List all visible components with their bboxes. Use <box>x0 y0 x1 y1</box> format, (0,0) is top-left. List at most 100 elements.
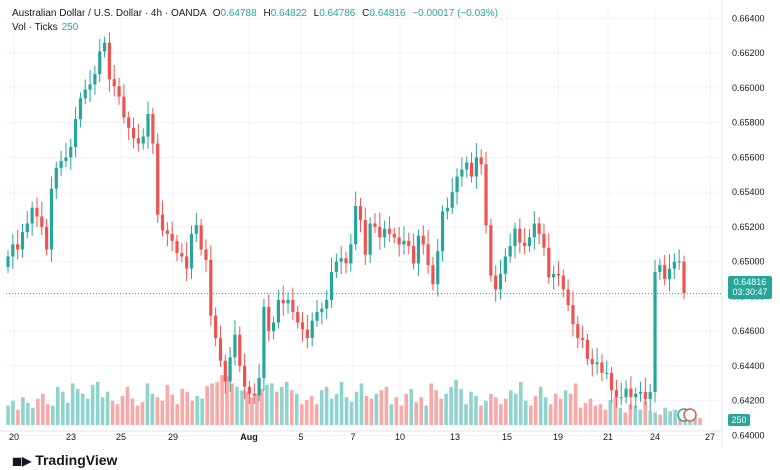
volume-bar <box>31 407 35 425</box>
candle-up <box>634 393 638 398</box>
candle-down <box>571 305 575 325</box>
volume-tag: 250 <box>728 414 750 426</box>
volume-bar <box>523 400 528 425</box>
candle-down <box>585 339 590 359</box>
volume-bar <box>484 400 488 425</box>
x-tick-label: 5 <box>298 432 303 442</box>
x-tick-label: 25 <box>116 432 126 442</box>
volume-bar <box>100 397 105 425</box>
volume-bar <box>583 402 588 425</box>
volume-bar <box>603 409 608 425</box>
candle-up <box>141 136 145 144</box>
volume-bar <box>454 379 458 425</box>
volume-bar <box>334 393 339 425</box>
candle-up <box>619 397 623 399</box>
volume-bar <box>638 409 643 425</box>
candle-down <box>160 214 165 231</box>
candle-up <box>88 84 92 90</box>
volume-bar <box>633 405 638 425</box>
candle-down <box>561 275 565 290</box>
candle-up <box>320 308 324 313</box>
volume-bar <box>16 409 20 425</box>
candle-up <box>513 228 517 247</box>
volume-bar <box>693 416 697 425</box>
volume-bar <box>509 390 513 425</box>
candle-up <box>527 237 532 247</box>
volume-bar <box>663 407 667 425</box>
candle-up <box>189 233 194 269</box>
volume-bar <box>21 397 25 425</box>
chart-grid <box>6 8 722 436</box>
high-value: 0.64822 <box>270 8 307 19</box>
volume-bar <box>409 388 414 425</box>
candle-down <box>112 79 116 87</box>
price-axis[interactable]: 0.66400 0.66200 0.66000 0.65800 0.65600 0.654… <box>721 0 765 447</box>
y-tick-label: 0.66000 <box>732 83 765 93</box>
tradingview-logo[interactable]: ◼▶ TradingView <box>12 452 117 468</box>
event-marker-icon[interactable] <box>683 408 697 422</box>
volume-bar <box>613 397 618 425</box>
volume-bar <box>265 384 269 425</box>
candle-down <box>358 206 363 220</box>
volume-bar <box>548 404 553 425</box>
close-label: C <box>362 8 370 19</box>
volume-bar <box>568 393 573 425</box>
volume-bar <box>75 388 80 425</box>
volume-bar <box>65 402 70 425</box>
volume-bar <box>618 407 623 425</box>
volume-bar <box>294 393 299 425</box>
volume-bar <box>80 393 85 425</box>
candle-up <box>146 113 150 137</box>
volume-bar <box>598 404 603 425</box>
candle-down <box>16 244 20 250</box>
candle-down <box>151 113 155 144</box>
candle-up <box>436 251 440 285</box>
volume-bar <box>160 400 165 425</box>
candle-down <box>614 390 618 398</box>
candle-down <box>566 289 570 306</box>
volume-bar <box>46 404 50 425</box>
candle-up <box>78 98 83 120</box>
volume-bar <box>60 391 65 425</box>
volume-bar <box>314 404 319 425</box>
candle-up <box>465 162 469 170</box>
volume-bar <box>593 405 598 425</box>
volume-bar <box>230 383 234 425</box>
candle-up <box>552 273 556 278</box>
volume-bar <box>349 402 354 425</box>
volume-bar <box>543 397 548 425</box>
candle-down <box>180 252 184 257</box>
candle-up <box>83 89 87 99</box>
x-tick-label: 24 <box>650 432 660 442</box>
volume-bar <box>643 400 648 425</box>
volume-bar <box>95 382 100 425</box>
symbol-title: Australian Dollar / U.S. Dollar · 4h · O… <box>12 8 206 19</box>
candle-down <box>581 338 585 340</box>
time-axis[interactable]: 20 23 25 29 Aug 5 7 10 13 15 19 21 24 27 <box>0 430 722 442</box>
volume-bar <box>110 400 115 425</box>
volume-bar <box>628 404 633 425</box>
candle-down <box>363 219 367 255</box>
candle-up <box>440 211 445 252</box>
candle-down <box>412 246 416 264</box>
volume-bar <box>245 391 249 425</box>
candle-up <box>339 258 343 262</box>
volume-bar <box>499 404 503 425</box>
change-value: −0.00017 (−0.03%) <box>412 8 498 19</box>
y-tick-label: 0.64600 <box>732 326 765 336</box>
candle-down <box>131 127 136 139</box>
volume-bar <box>185 391 190 425</box>
volume-bar <box>51 405 55 425</box>
volume-bar <box>225 376 229 425</box>
volume-bar <box>504 398 508 425</box>
candle-up <box>276 299 280 323</box>
tv-logo-icon: ◼▶ <box>12 454 32 468</box>
event-markers[interactable] <box>677 408 697 422</box>
volume-bar <box>140 402 145 425</box>
y-tick-label: 0.65400 <box>732 187 765 197</box>
volume-bar <box>374 393 379 425</box>
volume-bar <box>309 395 314 425</box>
volume-bar <box>518 382 523 425</box>
volume-bar <box>469 391 473 425</box>
